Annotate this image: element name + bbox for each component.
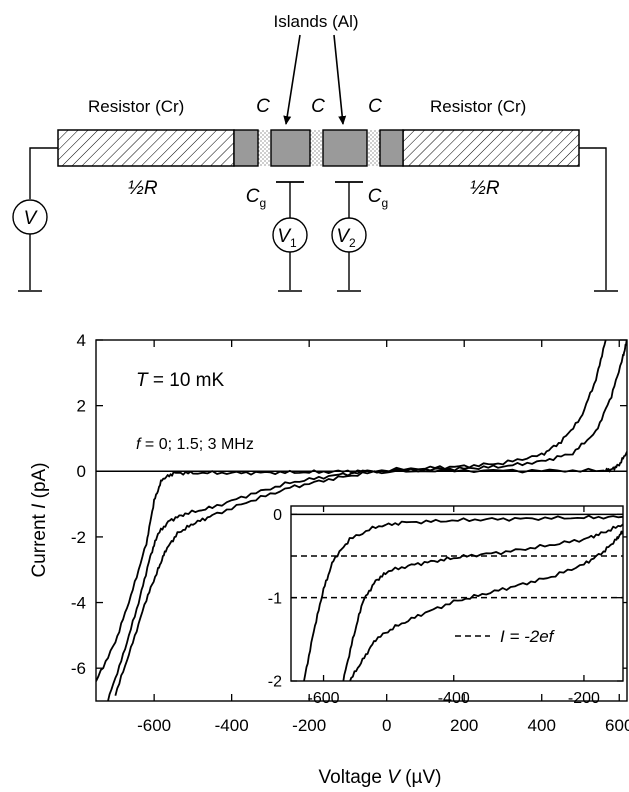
y-tick-label: 0: [273, 507, 282, 524]
resistor-left: [57, 129, 235, 167]
iv-curve: [114, 340, 627, 696]
iv-curve: [349, 530, 623, 681]
resistor-right-label: Resistor (Cr): [430, 97, 526, 116]
gate-capacitance-label: Cg: [368, 186, 388, 210]
lead-electrode: [233, 129, 259, 167]
island-2: [322, 129, 368, 167]
x-tick-label: -400: [438, 690, 470, 707]
x-tick-label: 200: [450, 716, 478, 735]
junction-capacitance-label: C: [368, 96, 382, 117]
y-tick-label: 0: [77, 462, 86, 481]
tunnel-barrier: [258, 130, 271, 166]
inset-frame: [290, 505, 624, 682]
y-tick-label: -1: [268, 590, 282, 607]
gate-source-1-label: V1: [277, 226, 297, 250]
half-resistance-label: ½R: [470, 178, 500, 199]
temperature-annotation: T = 10 mK: [136, 370, 225, 391]
y-tick-label: 4: [77, 331, 86, 350]
resistor-left-label: Resistor (Cr): [88, 97, 184, 116]
half-resistance-label: ½R: [128, 178, 158, 199]
gate-source-2-label: V2: [336, 226, 356, 250]
x-axis-label: Voltage V (µV): [319, 767, 442, 788]
y-tick-label: -2: [268, 674, 282, 691]
wire: [29, 147, 58, 199]
resistor-right: [402, 129, 580, 167]
iv-chart: -600 -400 -200 0 200 400 600 -6 -4 -2 0 2 4 T = 10 m…: [29, 331, 629, 788]
wire: [579, 147, 607, 290]
x-tick-label: -600: [137, 716, 171, 735]
tunnel-barrier: [310, 130, 323, 166]
iv-curve: [107, 340, 607, 701]
island-arrow-right: [333, 34, 347, 125]
iv-curve: [303, 514, 623, 681]
iv-curve: [96, 451, 627, 682]
x-tick-label: -200: [568, 690, 600, 707]
plot-frame: [95, 339, 628, 702]
x-tick-label: -400: [215, 716, 249, 735]
inset-legend-label: I = -2ef: [500, 627, 556, 646]
y-tick-label: -2: [71, 528, 86, 547]
x-tick-label: 0: [382, 716, 391, 735]
junction-capacitance-label: C: [256, 96, 270, 117]
x-tick-label: 600: [605, 716, 629, 735]
junction-capacitance-label: C: [311, 96, 325, 117]
gate-capacitance-label: Cg: [246, 186, 266, 210]
x-tick-label: 400: [528, 716, 556, 735]
y-tick-label: -6: [71, 659, 86, 678]
y-tick-label: 2: [77, 397, 86, 416]
x-tick-label: -200: [292, 716, 326, 735]
islands-label: Islands (Al): [273, 12, 358, 31]
x-tick-label: -600: [308, 690, 340, 707]
y-tick-label: -4: [71, 593, 86, 612]
circuit-diagram: Islands (Al) Resistor (Cr) Resistor (Cr)…: [12, 12, 618, 292]
frequency-annotation: f = 0; 1.5; 3 MHz: [136, 436, 254, 453]
inset-chart: -600 -400 -200 0 -1 -2 I = -2ef: [268, 505, 624, 707]
island-1: [270, 129, 311, 167]
island-arrow-left: [283, 34, 301, 125]
lead-electrode: [379, 129, 404, 167]
voltage-source-label: V: [24, 208, 39, 229]
iv-curve: [342, 523, 623, 681]
tunnel-barrier: [367, 130, 380, 166]
y-axis-label: Current I (pA): [29, 462, 50, 577]
